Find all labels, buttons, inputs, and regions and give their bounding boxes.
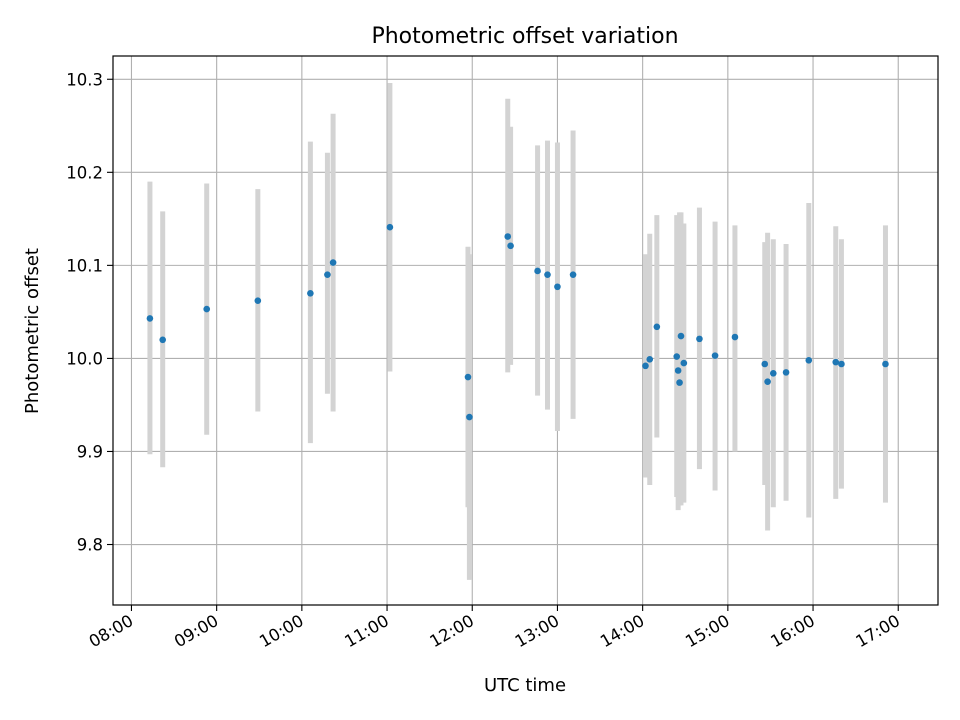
data-point [329,259,337,266]
data-point [146,315,154,322]
data-point [534,267,541,275]
y-tick-label: 10.0 [66,349,103,368]
chart-title: Photometric offset variation [371,24,678,49]
y-axis-label: Photometric offset [22,248,43,414]
data-point [832,358,840,366]
y-tick-label: 9.9 [77,442,103,461]
data-point [711,352,719,359]
data-point [761,360,769,368]
y-tick-label: 10.1 [66,256,103,275]
data-point [544,271,551,278]
data-point [504,233,512,240]
data-point [507,242,514,250]
data-point [653,323,661,331]
data-point [466,413,473,421]
data-point [673,353,681,360]
data-point [324,271,331,278]
data-point [805,356,813,364]
y-tick-label: 10.3 [66,70,103,89]
data-point [731,333,739,341]
data-point [769,370,777,377]
data-point [764,378,771,385]
data-point [676,379,683,386]
data-point [696,335,703,343]
data-point [386,223,394,231]
data-point [464,373,472,381]
data-point [680,359,688,367]
y-tick-label: 10.2 [66,163,103,182]
data-point [254,297,262,305]
data-point [554,283,561,291]
data-point [782,369,790,376]
plot-area-frame [112,55,939,606]
x-axis-label: UTC time [484,675,566,696]
y-tick-label: 9.8 [77,536,103,555]
data-points [146,223,889,421]
data-point [677,332,685,340]
data-point [882,360,889,368]
data-point [674,367,682,374]
data-point [569,271,577,278]
data-point [307,289,314,297]
data-point [203,305,211,313]
data-point [646,356,654,363]
data-point [838,360,845,368]
data-point [642,362,649,370]
y-axis: 9.8 9.9 10.0 10.1 10.2 10.3 [66,70,113,555]
data-point [159,336,166,344]
